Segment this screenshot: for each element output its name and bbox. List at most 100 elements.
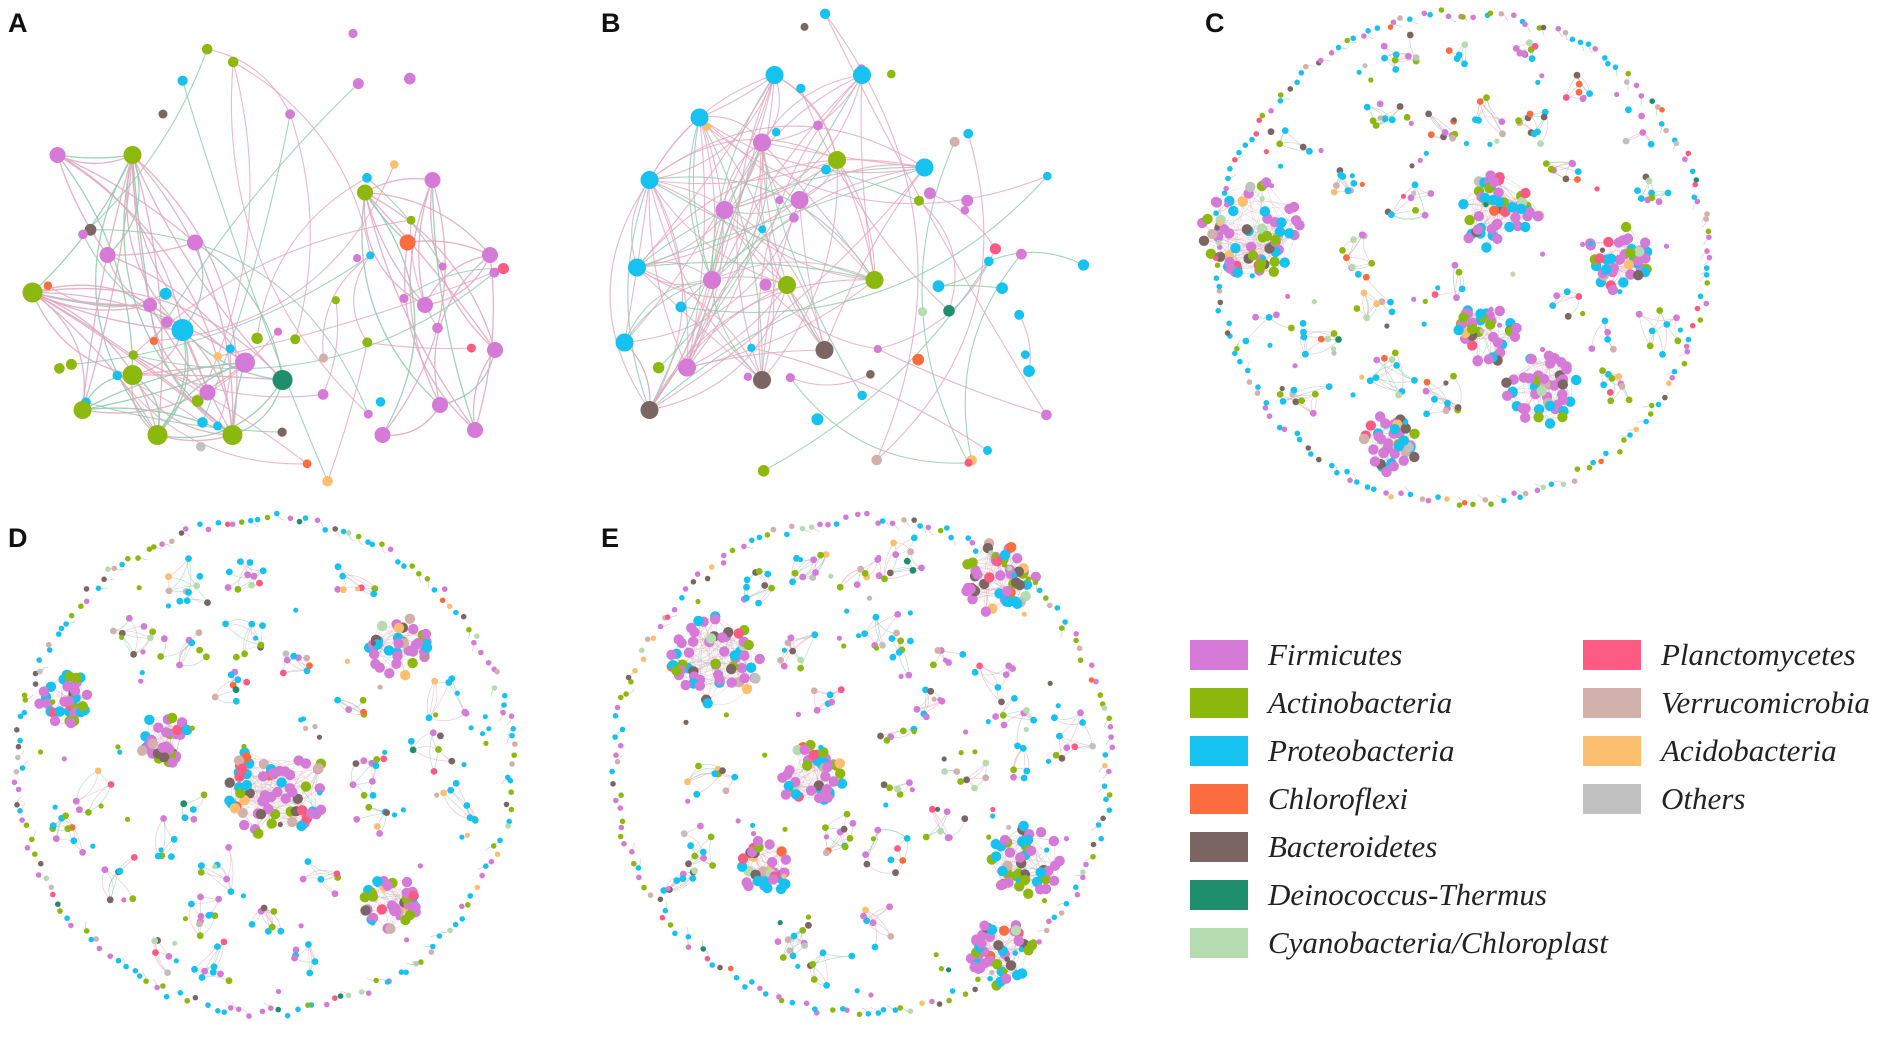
network-edge [217,348,232,427]
network-node [17,808,23,814]
network-node [982,774,990,782]
network-node [130,854,138,861]
network-node [1466,323,1478,335]
network-node [1356,69,1362,75]
network-node [362,172,372,183]
network-node [332,526,339,532]
network-node [875,520,881,526]
network-node [240,785,246,791]
network-node [1689,322,1696,329]
network-node [1617,449,1623,455]
network-node [1463,233,1474,244]
network-node [810,687,818,695]
network-node [877,732,884,740]
network-edge [724,209,875,281]
network-node [1030,939,1037,945]
network-node [822,761,833,773]
network-edge [364,192,496,351]
network-node [1409,163,1415,169]
network-node [1528,55,1536,62]
network-node [128,350,138,360]
network-node [1535,79,1541,85]
network-node [1458,285,1466,293]
network-node [1544,418,1556,429]
network-node [237,807,248,818]
network-edge [1519,116,1545,124]
network-node [440,789,447,797]
network-node [374,427,391,443]
network-node [1526,110,1534,118]
network-node [1467,340,1478,351]
network-node [1451,261,1459,269]
network-edge [877,348,1047,416]
network-node [976,662,983,670]
network-node [849,819,857,827]
network-node [1444,399,1451,407]
network-node [999,549,1011,561]
network-node [32,681,39,687]
network-node [1373,356,1381,364]
network-node [198,862,205,870]
network-node [840,1006,846,1012]
network-node [675,301,687,313]
network-node [160,635,168,643]
network-node [483,740,489,746]
network-node [101,576,107,583]
network-edge [627,179,651,411]
network-node [789,213,799,223]
network-node [17,737,23,744]
network-node [287,515,294,522]
network-edge [129,618,138,655]
network-node [503,801,510,808]
network-node [136,585,142,591]
network-node [149,336,159,346]
network-node [256,579,263,587]
network-edge [825,813,848,828]
network-node [1703,300,1710,307]
network-node [123,963,129,970]
network-node [1502,390,1513,401]
network-node [1540,24,1547,31]
network-node [367,912,379,924]
network-node [889,520,896,527]
network-node [1594,186,1600,192]
network-node [743,372,753,381]
network-node [185,588,192,596]
network-node [505,823,511,829]
network-node [1303,63,1309,70]
network-node [857,390,867,401]
network-node [140,649,146,655]
network-node [257,641,265,649]
network-node [708,564,715,570]
network-node [479,731,486,737]
network-node [1253,131,1260,137]
network-node [136,973,143,979]
network-node [1512,377,1518,383]
network-node [290,652,298,660]
network-node [1489,205,1500,216]
network-edge [424,254,491,306]
network-edge [649,179,826,351]
network-edge [32,291,233,436]
network-node [1040,883,1052,895]
network-node [1517,494,1523,501]
network-node [823,982,830,989]
network-node [1520,187,1531,199]
network-node [1509,331,1521,342]
network-node [1237,196,1249,207]
network-node [159,287,172,300]
network-node [960,206,970,215]
panel-d-network: D [8,510,518,1019]
network-edge [649,167,925,411]
network-node [165,587,173,595]
network-node [1374,25,1381,31]
network-node [37,668,43,675]
network-node [820,771,831,782]
network-node [1281,426,1288,433]
network-node [819,8,831,19]
network-edge [428,682,450,719]
network-node [462,709,470,717]
network-node [967,594,978,605]
network-node [841,843,849,851]
network-node [835,768,846,779]
